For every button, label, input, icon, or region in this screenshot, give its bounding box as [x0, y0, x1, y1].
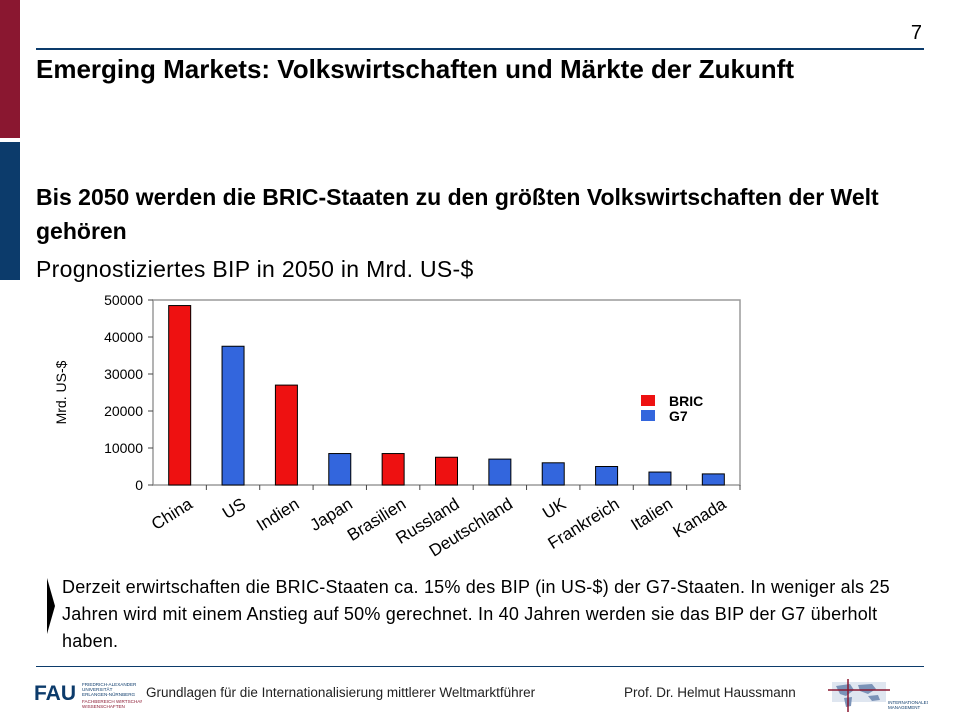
bar — [595, 466, 619, 486]
fau-logo-text: FACHBEREICH WIRTSCHAFTS- — [82, 699, 142, 704]
chart-caption: Prognostiziertes BIP in 2050 in Mrd. US-… — [36, 256, 474, 282]
y-tick-label: 30000 — [104, 366, 143, 382]
body-text: Derzeit erwirtschaften die BRIC-Staaten … — [62, 577, 890, 651]
bottom-divider — [36, 666, 924, 667]
y-tick-label: 20000 — [104, 403, 143, 419]
legend-label: BRIC — [669, 393, 703, 409]
bar — [221, 345, 245, 486]
bar — [435, 456, 458, 486]
legend-swatch — [641, 395, 655, 406]
bar — [328, 453, 352, 486]
y-tick-label: 0 — [135, 477, 143, 493]
slide-title: Emerging Markets: Volkswirtschaften und … — [36, 54, 794, 84]
y-tick-label: 50000 — [104, 292, 143, 308]
fau-logo-text: WISSENSCHAFTEN — [82, 704, 125, 709]
x-tick-label: US — [219, 494, 249, 523]
fau-logo-text: UNIVERSITÄT — [82, 686, 113, 692]
y-axis-label: Mrd. US-$ — [53, 360, 69, 424]
callout-marker — [47, 578, 55, 634]
x-tick-label: Italien — [628, 494, 677, 534]
fau-wordmark: FAU — [34, 682, 76, 705]
intl-logo-text: MANAGEMENT — [888, 705, 921, 710]
x-tick-label: UK — [539, 494, 570, 523]
x-tick-label: China — [148, 494, 196, 534]
legend-label: G7 — [669, 408, 688, 424]
bar — [168, 305, 192, 486]
bar — [648, 471, 672, 486]
x-tick-label: Indien — [253, 494, 302, 535]
intl-logo-text: INTERNATIONALES — [888, 700, 928, 705]
slide-headline: Bis 2050 werden die BRIC-Staaten zu den … — [36, 184, 879, 244]
globe-logo-icon: INTERNATIONALES MANAGEMENT — [828, 679, 928, 712]
page-number: 7 — [910, 22, 922, 44]
footer-author: Prof. Dr. Helmut Haussmann — [624, 685, 796, 700]
fau-logo: FAU FRIEDRICH-ALEXANDER UNIVERSITÄT ERLA… — [34, 682, 142, 709]
top-divider — [36, 48, 924, 50]
bar — [701, 473, 725, 486]
y-tick-label: 10000 — [104, 440, 143, 456]
legend-swatch — [641, 410, 655, 421]
fau-logo-text: FRIEDRICH-ALEXANDER — [82, 682, 137, 687]
fau-logo-text: ERLANGEN-NÜRNBERG — [82, 691, 136, 697]
gdp-bar-chart: 0 10000 20000 30000 40000 50000 China US Indien… — [53, 292, 741, 560]
bar — [541, 462, 565, 486]
bar — [381, 453, 405, 486]
y-tick-label: 40000 — [104, 329, 143, 345]
accent-bar-bottom — [0, 142, 20, 280]
footer-course-title: Grundlagen für die Internationalisierung… — [146, 685, 536, 700]
bar — [488, 458, 512, 486]
x-tick-label: Kanada — [670, 494, 730, 541]
bar — [274, 384, 298, 486]
accent-bar-top — [0, 0, 20, 138]
